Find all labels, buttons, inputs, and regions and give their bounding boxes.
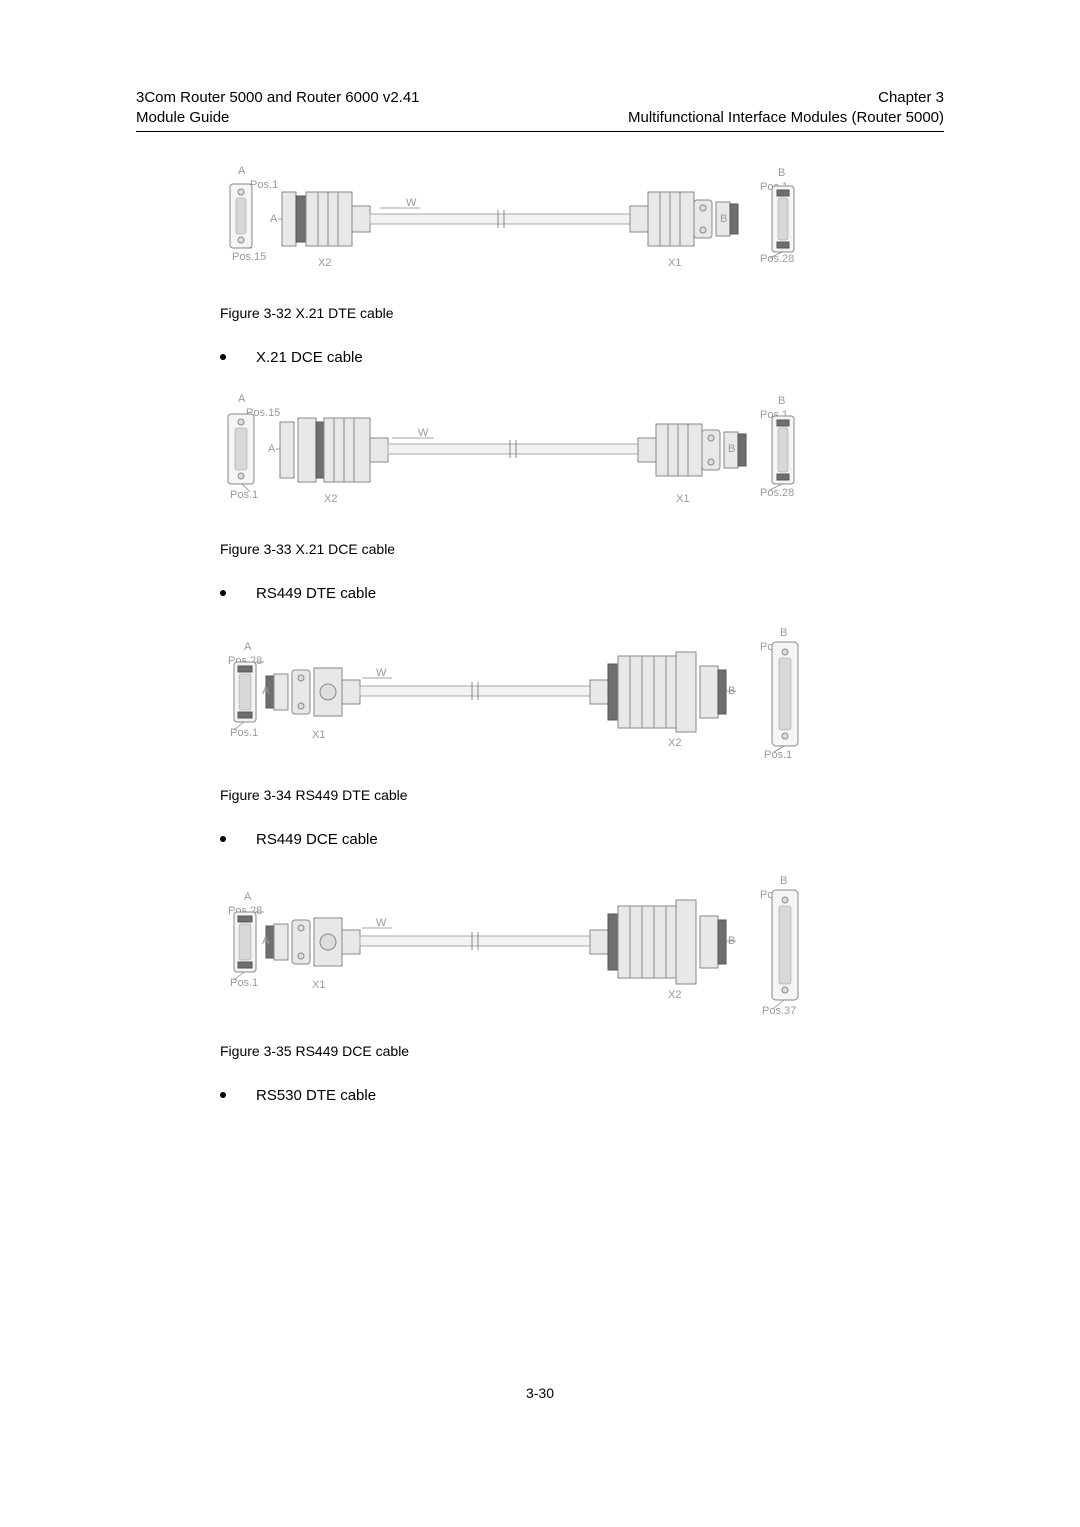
figure-3-32-image: A Pos.1 Pos.15 A X2 — [220, 162, 944, 287]
bullet-x21-dce: X.21 DCE cable — [220, 349, 944, 366]
fig4-posA-bot: Pos.1 — [230, 977, 258, 989]
svg-text:A: A — [268, 443, 276, 455]
fig1-W: W — [406, 197, 417, 209]
fig3-W: W — [376, 667, 387, 679]
bullet-x21-dce-label: X.21 DCE cable — [256, 349, 363, 366]
page-header: 3Com Router 5000 and Router 6000 v2.41 M… — [136, 88, 944, 132]
fig2-label-A: A — [238, 393, 246, 405]
figure-3-35-caption: Figure 3-35 RS449 DCE cable — [220, 1043, 944, 1059]
fig3-posA-bot: Pos.1 — [230, 727, 258, 739]
fig1-label-A2: A — [270, 213, 278, 225]
fig2-X2: X2 — [324, 493, 337, 505]
fig3-posB-bot: Pos.1 — [764, 749, 792, 761]
fig4-X2: X2 — [668, 989, 681, 1001]
header-title-line2: Module Guide — [136, 108, 420, 128]
figure-3-33-caption: Figure 3-33 X.21 DCE cable — [220, 541, 944, 557]
fig1-posA-bot: Pos.15 — [232, 251, 266, 263]
fig4-label-B: B — [780, 875, 787, 887]
page-number: 3-30 — [0, 1385, 1080, 1401]
fig4-W: W — [376, 917, 387, 929]
header-title-line1: 3Com Router 5000 and Router 6000 v2.41 — [136, 88, 420, 108]
figure-3-34-image: A Pos.28 Pos.1 A X1 — [220, 624, 944, 769]
svg-text:A: A — [262, 685, 270, 697]
svg-text:A: A — [262, 935, 270, 947]
figure-3-32-caption: Figure 3-32 X.21 DTE cable — [220, 305, 944, 321]
figure-3-35-block: A Pos.28 Pos.1 A X1 — [220, 870, 944, 1059]
fig2-label-B: B — [778, 395, 785, 407]
figure-3-34-block: A Pos.28 Pos.1 A X1 — [220, 624, 944, 803]
fig2-posA-bot: Pos.1 — [230, 489, 258, 501]
bullet-dot-icon — [220, 590, 226, 596]
bullet-dot-icon — [220, 836, 226, 842]
fig3-X1: X1 — [312, 729, 325, 741]
figure-3-33-block: A Pos.15 Pos.1 A X2 — [220, 388, 944, 557]
bullet-rs449-dte-label: RS449 DTE cable — [256, 585, 376, 602]
bullet-rs530-dte-label: RS530 DTE cable — [256, 1087, 376, 1104]
bullet-rs449-dce: RS449 DCE cable — [220, 831, 944, 848]
fig1-X1: X1 — [668, 257, 681, 269]
figure-3-33-image: A Pos.15 Pos.1 A X2 — [220, 388, 944, 523]
bullet-rs530-dte: RS530 DTE cable — [220, 1087, 944, 1104]
fig1-X2: X2 — [318, 257, 331, 269]
figure-3-34-caption: Figure 3-34 RS449 DTE cable — [220, 787, 944, 803]
fig4-label-A: A — [244, 891, 252, 903]
header-chapter-line2: Multifunctional Interface Modules (Route… — [628, 108, 944, 128]
bullet-rs449-dce-label: RS449 DCE cable — [256, 831, 378, 848]
fig1-posA-top: Pos.1 — [250, 179, 278, 191]
fig1-label-B: B — [778, 167, 785, 179]
bullet-dot-icon — [220, 354, 226, 360]
figure-3-32-block: A Pos.1 Pos.15 A X2 — [220, 162, 944, 321]
svg-text:B: B — [728, 443, 735, 455]
fig2-X1: X1 — [676, 493, 689, 505]
fig4-X1: X1 — [312, 979, 325, 991]
fig1-label-A: A — [238, 165, 246, 177]
bullet-rs449-dte: RS449 DTE cable — [220, 585, 944, 602]
fig4-posB-bot: Pos.37 — [762, 1005, 796, 1017]
header-chapter-line1: Chapter 3 — [628, 88, 944, 108]
fig3-label-A: A — [244, 641, 252, 653]
fig1-label-B2: B — [720, 213, 727, 225]
figure-3-35-image: A Pos.28 Pos.1 A X1 — [220, 870, 944, 1025]
fig3-label-B: B — [780, 627, 787, 639]
fig2-W: W — [418, 427, 429, 439]
header-right: Chapter 3 Multifunctional Interface Modu… — [628, 88, 944, 129]
bullet-dot-icon — [220, 1092, 226, 1098]
header-left: 3Com Router 5000 and Router 6000 v2.41 M… — [136, 88, 420, 129]
fig2-posB-bot: Pos.28 — [760, 487, 794, 499]
fig3-X2: X2 — [668, 737, 681, 749]
